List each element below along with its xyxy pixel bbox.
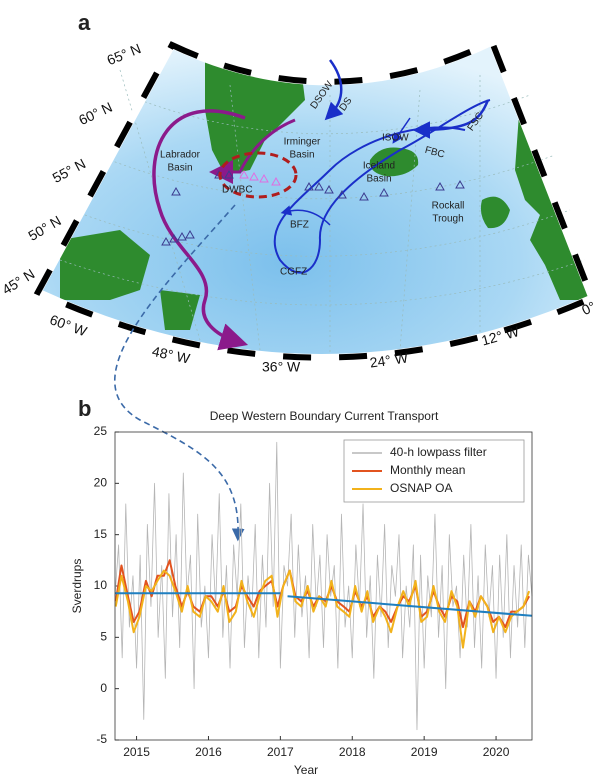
- irminger-current: [209, 118, 296, 184]
- y-tick-label: 10: [94, 578, 108, 592]
- region-label: Labrador: [160, 150, 201, 161]
- lon-label: 60° W: [48, 311, 90, 339]
- current-label: CGFZ: [280, 267, 307, 278]
- lon-label: 48° W: [151, 343, 193, 367]
- isow-path: [273, 99, 491, 274]
- lat-label: 50° N: [25, 212, 63, 243]
- moorings-dwbc: [239, 169, 281, 186]
- x-tick-label: 2016: [195, 745, 222, 759]
- y-tick-label: 25: [94, 424, 108, 438]
- series-line: [114, 569, 531, 649]
- chart-title: Deep Western Boundary Current Transport: [210, 409, 439, 423]
- panel-label: a: [78, 10, 91, 35]
- x-tick-label: 2018: [339, 745, 366, 759]
- dwbc-highlight: [218, 151, 298, 199]
- series-line: [114, 441, 533, 731]
- region-label: Basin: [289, 150, 314, 161]
- legend-label: OSNAP OA: [390, 481, 452, 495]
- y-tick-label: -5: [96, 732, 107, 746]
- plot-frame: [114, 431, 533, 741]
- region-label: Basin: [366, 174, 391, 185]
- bfz-flow: [280, 205, 331, 226]
- x-tick-label: 2019: [411, 745, 438, 759]
- current-label: DWBC: [222, 185, 253, 196]
- trend-line: [287, 595, 533, 617]
- legend-label: 40-h lowpass filter: [390, 445, 487, 459]
- region-label: Irminger: [284, 137, 321, 148]
- y-tick-label: 5: [100, 630, 107, 644]
- y-tick-label: 15: [94, 527, 108, 541]
- chart: b Deep Western Boundary Current Transpor…: [70, 396, 533, 777]
- y-tick-label: 20: [94, 476, 108, 490]
- region-label: Rockall: [432, 201, 465, 212]
- current-label: ISOW: [382, 133, 409, 144]
- labrador-current: [152, 109, 249, 351]
- lat-label: 60° N: [76, 99, 115, 128]
- x-tick-label: 2015: [123, 745, 150, 759]
- region-label: Iceland: [363, 161, 395, 172]
- dsow-flow: [324, 59, 344, 121]
- x-axis-label: Year: [294, 763, 318, 777]
- lat-label: 65° N: [105, 40, 144, 68]
- inflow: [392, 117, 411, 144]
- y-tick-label: 0: [100, 681, 107, 695]
- lat-label: 55° N: [50, 155, 89, 186]
- frame-ticks: [33, 37, 596, 361]
- y-axis-label: Sverdrups: [70, 559, 84, 614]
- x-tick-label: 2020: [483, 745, 510, 759]
- region-label: Trough: [432, 214, 463, 225]
- x-tick-label: 2017: [267, 745, 294, 759]
- lat-label: 45° N: [0, 265, 37, 297]
- panel-label: b: [78, 396, 91, 421]
- link-arrow: [114, 204, 245, 542]
- map: a 65° N 60° N 55° N 50° N 45° N 60° W 48…: [0, 10, 598, 375]
- lon-label: 24° W: [369, 349, 410, 370]
- current-label: BFZ: [290, 220, 309, 231]
- region-label: Basin: [167, 163, 192, 174]
- fsc-flow: [412, 99, 490, 139]
- lon-label: 0°: [579, 298, 598, 318]
- current-label: FBC: [424, 145, 446, 161]
- legend-label: Monthly mean: [390, 463, 465, 477]
- lon-label: 36° W: [262, 359, 301, 375]
